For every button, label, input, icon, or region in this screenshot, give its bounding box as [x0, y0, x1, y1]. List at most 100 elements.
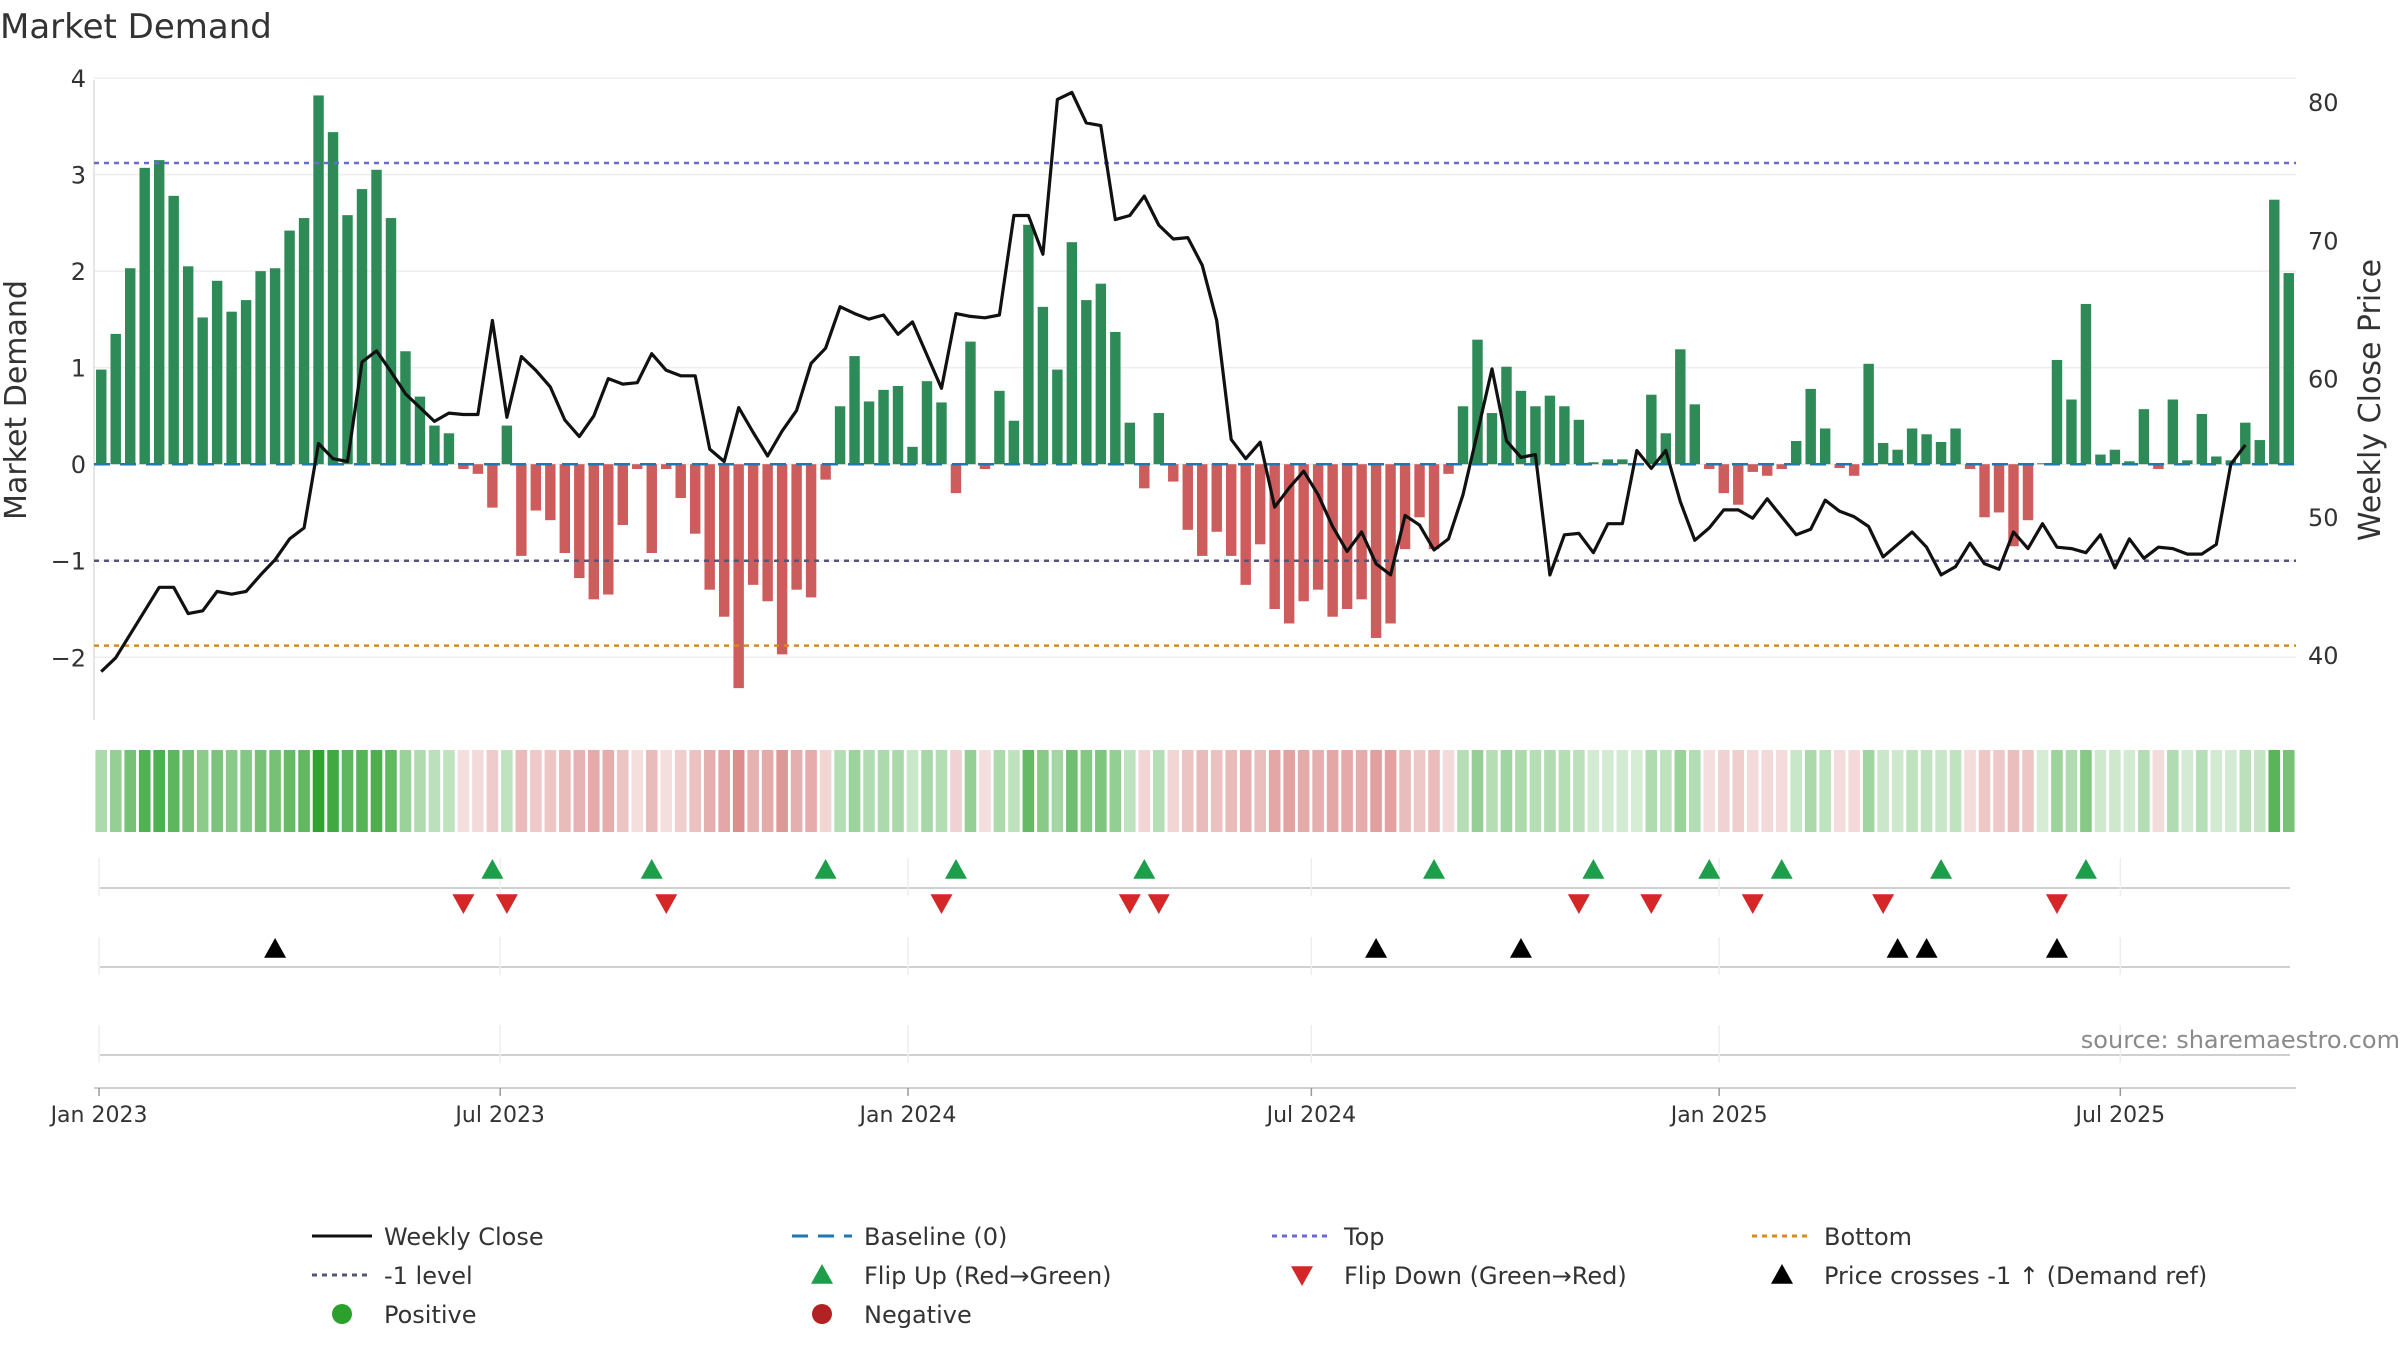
tint-cell: [1138, 750, 1151, 832]
demand-bar: [487, 464, 498, 508]
flip-up-marker: [481, 859, 504, 879]
demand-bar: [1834, 464, 1845, 469]
demand-bar: [1312, 464, 1324, 590]
demand-bar: [907, 446, 918, 465]
tint-cell: [530, 750, 542, 832]
flip-up-marker: [1930, 859, 1953, 879]
legend-label: -1 level: [384, 1262, 473, 1290]
tint-cell: [1413, 750, 1426, 832]
tint-cell: [747, 750, 759, 832]
demand-bar: [1269, 464, 1280, 609]
demand-bar: [747, 464, 759, 585]
tint-cell: [834, 750, 846, 832]
tint-cell: [1109, 750, 1122, 832]
demand-bar: [197, 317, 208, 465]
demand-bar: [1023, 224, 1034, 465]
demand-bar: [516, 464, 527, 556]
x-tick-label: Jan 2025: [1669, 1103, 1768, 1128]
tint-cell: [1428, 750, 1440, 832]
demand-bar: [791, 464, 802, 590]
legend-item: Flip Up (Red→Green): [811, 1262, 1112, 1290]
tint-cell: [2109, 750, 2121, 832]
demand-bar: [1921, 434, 1932, 465]
tint-cell: [182, 750, 194, 832]
flip-up-marker: [1698, 859, 1721, 879]
demand-bar: [1124, 422, 1136, 465]
flip-up-marker: [2074, 859, 2097, 879]
demand-bar: [1515, 390, 1527, 465]
flip-down-marker: [495, 894, 518, 914]
flip-down-marker: [930, 894, 953, 914]
price-cross-marker: [1915, 938, 1938, 958]
demand-bar: [153, 160, 165, 465]
demand-bar: [1704, 464, 1715, 470]
tint-cell: [2167, 750, 2179, 832]
demand-tint-strip: [95, 750, 2295, 832]
tint-cell: [689, 750, 701, 832]
tint-cell: [1674, 750, 1687, 832]
tint-cell: [1051, 750, 1064, 832]
tint-cell: [979, 750, 991, 832]
tint-cell: [1167, 750, 1180, 832]
demand-bar: [1819, 428, 1831, 465]
demand-bar: [588, 464, 600, 600]
demand-bar: [385, 218, 397, 465]
demand-bar: [2124, 461, 2135, 465]
price-cross-marker: [1365, 938, 1388, 958]
legend-label: Baseline (0): [864, 1223, 1007, 1251]
demand-bar: [110, 333, 121, 465]
tint-cell: [1326, 750, 1339, 832]
tint-cell: [1833, 750, 1846, 832]
x-axis: Jan 2023 Jul 2023 Jan 2024 Jul 2024 Jan 2025…: [49, 1087, 2296, 1128]
tint-cell: [848, 750, 861, 832]
demand-bar: [2095, 454, 2106, 465]
tint-cell: [2094, 750, 2107, 832]
y-tick-label: −1: [51, 548, 86, 576]
tint-cell: [2036, 750, 2049, 832]
x-tick-label: Jul 2023: [453, 1103, 545, 1128]
tint-cell: [1906, 750, 1918, 832]
legend-swatch: [1291, 1266, 1313, 1286]
tint-cell: [153, 750, 165, 832]
x-tick-label: Jan 2024: [858, 1103, 957, 1128]
demand-bar: [414, 396, 426, 465]
flip-down-marker: [2045, 894, 2068, 914]
tint-cell: [2253, 750, 2266, 832]
demand-bar: [1588, 462, 1599, 465]
tint-cell: [1689, 750, 1701, 832]
tint-cell: [1529, 750, 1542, 832]
demand-bar: [994, 390, 1005, 465]
demand-bar: [545, 464, 556, 521]
demand-bar: [240, 300, 252, 465]
tint-cell: [1935, 750, 1947, 832]
demand-bar: [1950, 428, 1961, 465]
demand-bar: [1139, 464, 1150, 489]
tint-cell: [1949, 750, 1962, 832]
flip-up-marker: [1582, 859, 1605, 879]
tint-cell: [1196, 750, 1209, 832]
y-right-tick-label: 70: [2308, 227, 2339, 255]
demand-bar: [211, 280, 223, 465]
demand-bar: [530, 464, 542, 511]
demand-bar: [2022, 464, 2034, 521]
y-tick-label: −2: [51, 644, 86, 672]
flip-down-marker: [1872, 894, 1895, 914]
tint-cell: [356, 750, 368, 832]
tint-cell: [703, 750, 716, 832]
flip-down-marker: [1118, 894, 1141, 914]
legend-item: Top: [1272, 1223, 1385, 1251]
demand-bar: [501, 425, 513, 465]
demand-bar: [689, 464, 701, 534]
demand-bar: [1399, 464, 1411, 550]
demand-bar: [443, 433, 455, 465]
tint-cell: [1399, 750, 1411, 832]
tint-cell: [138, 750, 151, 832]
chart-title: Market Demand: [0, 7, 272, 47]
demand-bar: [1993, 464, 2005, 513]
demand-bar: [617, 464, 628, 526]
tint-cell: [414, 750, 426, 832]
tint-cell: [776, 750, 788, 832]
tint-cell: [312, 750, 325, 832]
y-tick-label: 1: [71, 355, 86, 383]
